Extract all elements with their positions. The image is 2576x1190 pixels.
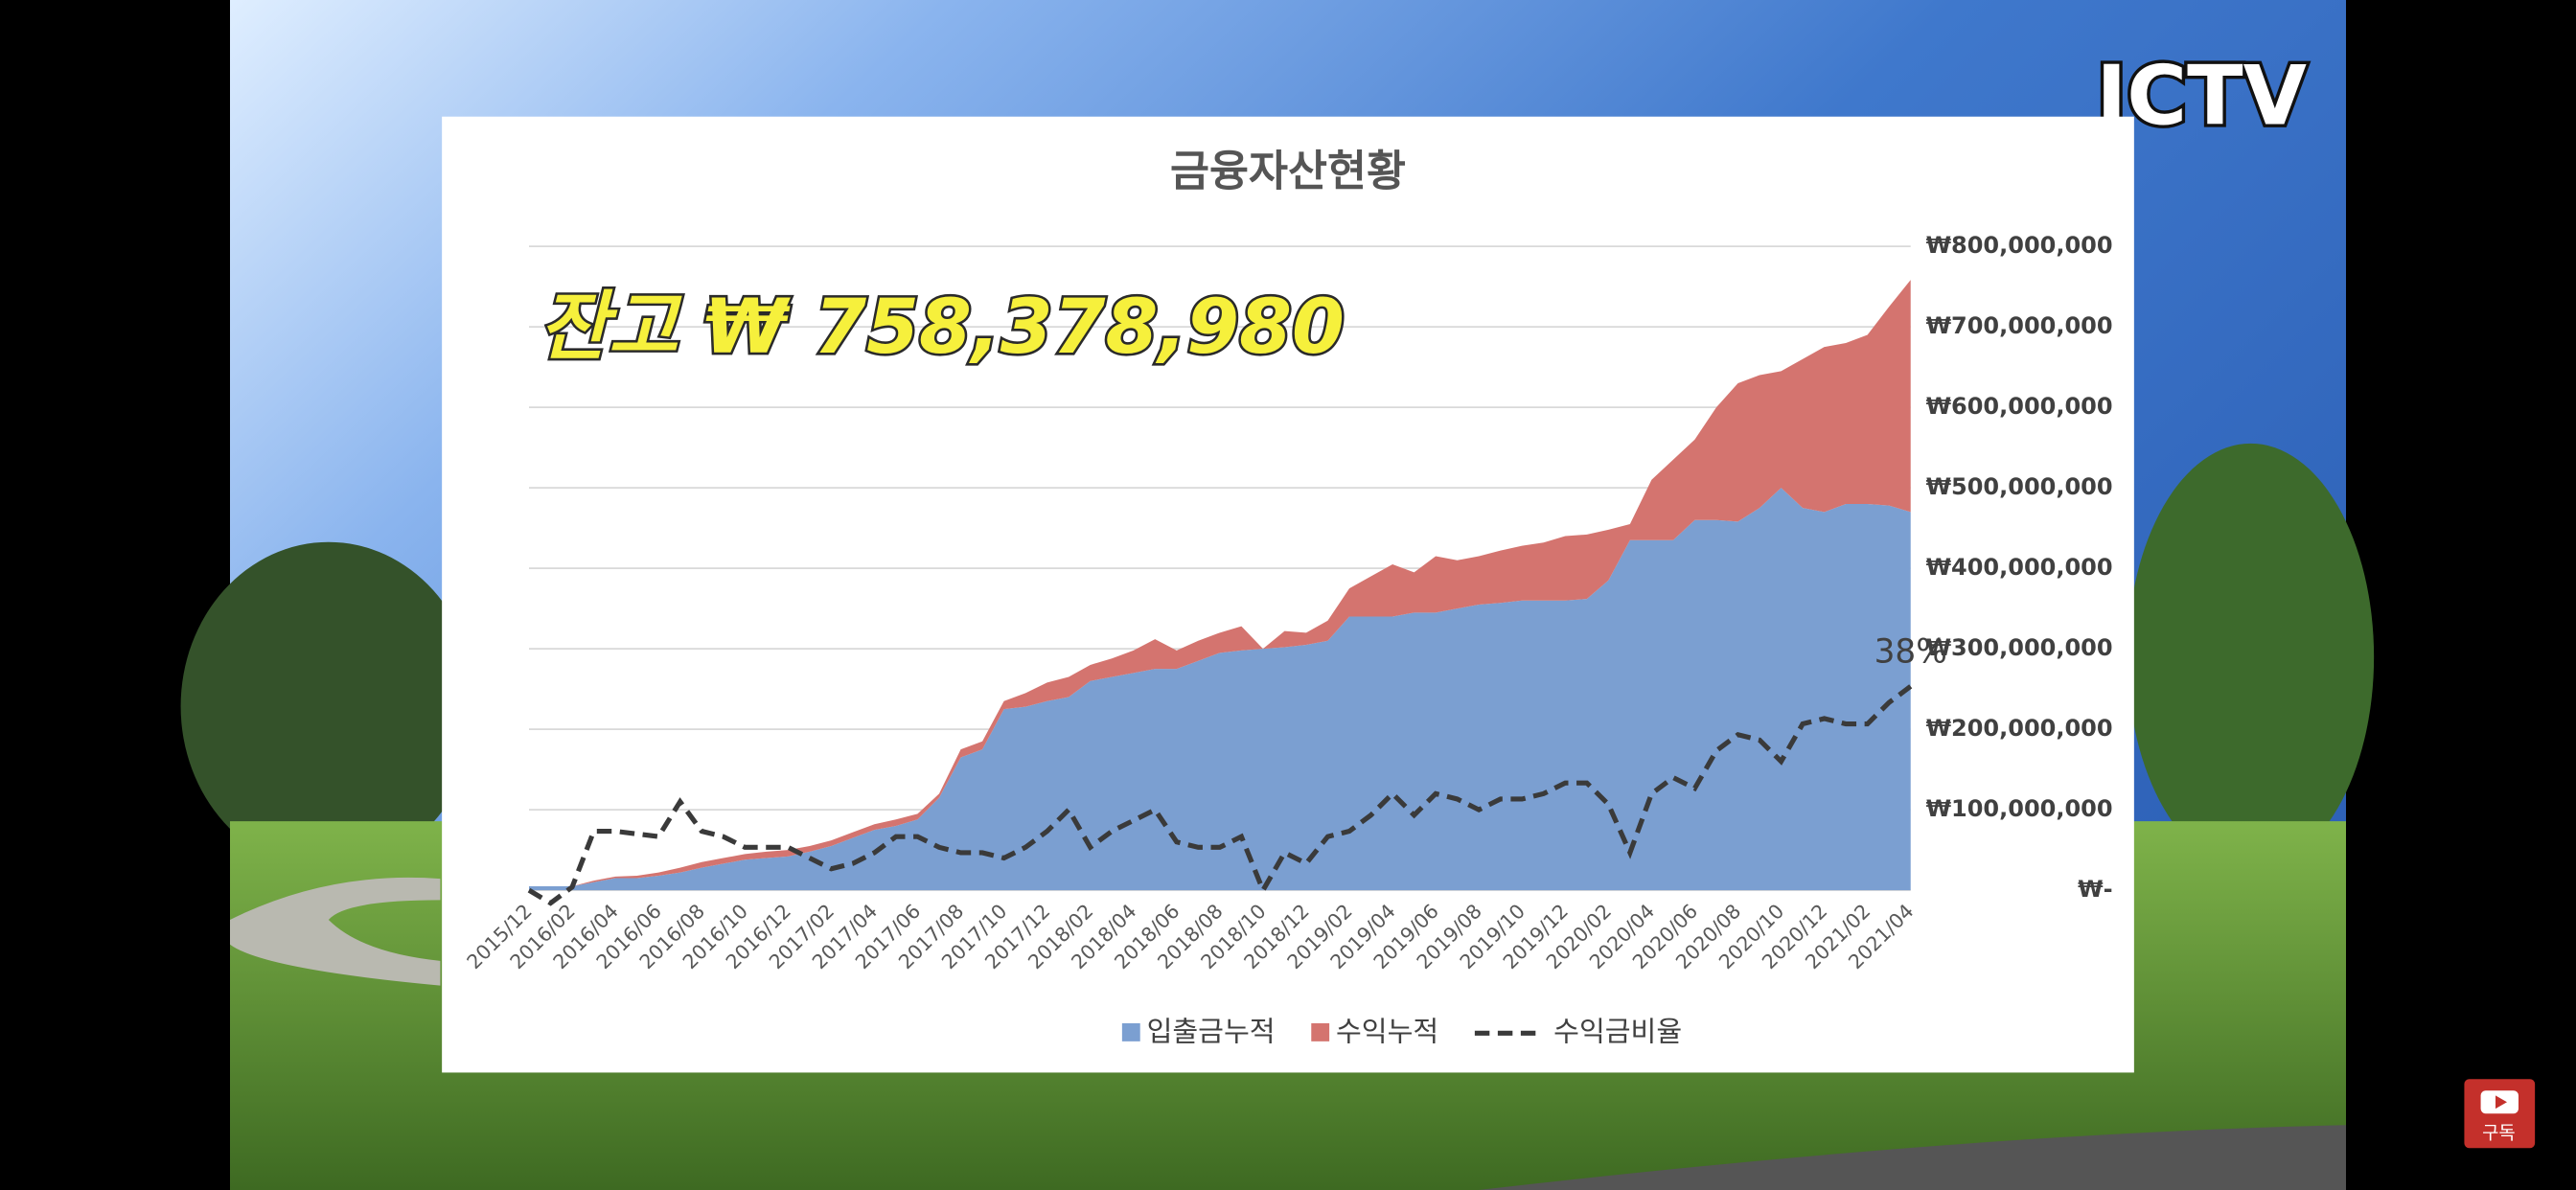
y-tick-label: ₩700,000,000 [1926,312,2113,339]
y-tick-label: ₩600,000,000 [1926,393,2113,420]
tree [2128,443,2375,871]
subscribe-icon [2496,1095,2507,1110]
legend-swatch [1311,1023,1330,1041]
legend-label: 수익금비율 [1553,1015,1682,1047]
areas [529,280,1911,891]
lines [527,684,1913,906]
area [529,488,1911,891]
y-tick-label: ₩- [2078,876,2112,903]
tree [180,541,477,871]
y-tick-label: ₩800,000,000 [1926,232,2113,259]
y-tick-label: ₩200,000,000 [1926,715,2113,742]
path [230,877,441,986]
line [527,684,1913,906]
legend-label: 수익누적 [1336,1015,1438,1047]
legend-swatch [1121,1023,1140,1041]
y-tick-label: ₩500,000,000 [1926,473,2113,500]
y-tick-label: ₩300,000,000 [1926,634,2113,661]
ratio-annotation: 38% [1874,633,1947,672]
y-tick-label: ₩400,000,000 [1926,554,2113,581]
path [1478,1125,2346,1190]
y-tick-label: ₩100,000,000 [1926,795,2113,822]
balance-annotation: 잔고 ₩ 758,378,980 [539,283,1345,371]
chart-title: 금융자산현황 [1170,147,1406,196]
subscribe-label[interactable]: 구독 [2482,1123,2516,1143]
legend-label: 입출금누적 [1147,1015,1276,1047]
